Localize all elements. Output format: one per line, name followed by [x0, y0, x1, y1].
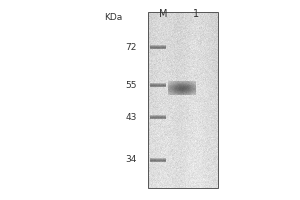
Text: 55: 55	[125, 80, 137, 90]
Text: M: M	[159, 9, 167, 19]
Text: 72: 72	[126, 43, 137, 51]
Text: 1: 1	[193, 9, 199, 19]
Text: 43: 43	[126, 112, 137, 121]
Bar	[148, 12, 218, 188]
Text: 34: 34	[126, 156, 137, 164]
Text: KDa: KDa	[104, 14, 122, 22]
